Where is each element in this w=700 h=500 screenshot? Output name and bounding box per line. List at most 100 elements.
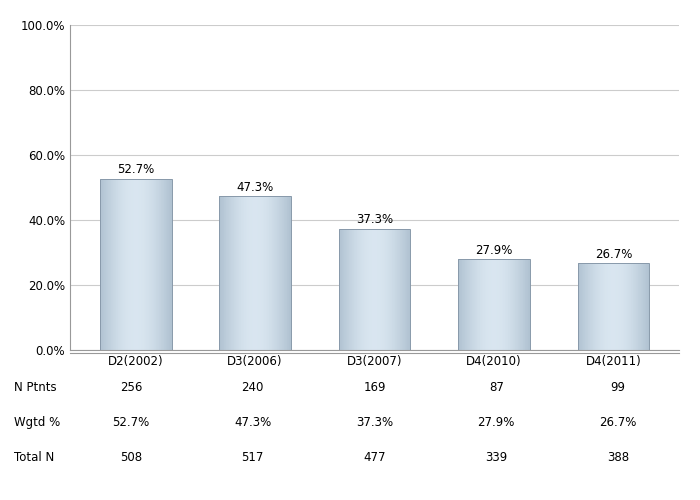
Bar <box>142 178 143 350</box>
Text: 517: 517 <box>241 451 264 464</box>
Text: 52.7%: 52.7% <box>112 416 150 429</box>
Bar <box>127 178 128 350</box>
Bar <box>587 263 588 350</box>
Bar <box>220 196 221 350</box>
Bar <box>145 178 146 350</box>
Text: Total N: Total N <box>14 451 55 464</box>
Bar <box>259 196 260 350</box>
Bar <box>367 229 368 350</box>
Bar <box>141 178 142 350</box>
Bar <box>504 260 505 350</box>
Bar <box>484 260 485 350</box>
Bar <box>168 178 169 350</box>
Bar <box>144 178 145 350</box>
Bar <box>497 260 498 350</box>
Bar <box>644 263 645 350</box>
Bar <box>578 263 649 350</box>
Bar <box>496 260 497 350</box>
Bar <box>345 229 346 350</box>
Bar <box>159 178 160 350</box>
Bar <box>485 260 486 350</box>
Bar <box>160 178 161 350</box>
Bar <box>374 229 375 350</box>
Bar <box>353 229 354 350</box>
Bar <box>525 260 526 350</box>
Bar <box>237 196 238 350</box>
Bar <box>164 178 165 350</box>
Text: 169: 169 <box>363 381 386 394</box>
Bar <box>140 178 141 350</box>
Bar <box>588 263 589 350</box>
Bar <box>125 178 127 350</box>
Bar <box>589 263 590 350</box>
Bar <box>499 260 500 350</box>
Bar <box>626 263 627 350</box>
Bar <box>526 260 527 350</box>
Bar <box>245 196 246 350</box>
Bar <box>268 196 269 350</box>
Bar <box>354 229 355 350</box>
Bar <box>152 178 153 350</box>
Bar <box>260 196 261 350</box>
Bar <box>483 260 484 350</box>
Bar <box>344 229 345 350</box>
Bar <box>501 260 502 350</box>
Bar <box>407 229 408 350</box>
Bar <box>579 263 580 350</box>
Bar <box>380 229 381 350</box>
Bar <box>467 260 468 350</box>
Bar <box>636 263 637 350</box>
Bar <box>513 260 514 350</box>
Bar <box>352 229 353 350</box>
Bar <box>376 229 377 350</box>
Bar <box>599 263 600 350</box>
Bar <box>104 178 105 350</box>
Bar <box>481 260 482 350</box>
Bar <box>362 229 363 350</box>
Bar <box>350 229 351 350</box>
Bar <box>384 229 385 350</box>
Text: 47.3%: 47.3% <box>237 180 274 194</box>
Bar <box>641 263 642 350</box>
Text: 339: 339 <box>485 451 508 464</box>
Bar <box>614 263 615 350</box>
Bar <box>609 263 610 350</box>
Bar <box>265 196 266 350</box>
Bar <box>246 196 247 350</box>
Bar <box>242 196 243 350</box>
Bar <box>162 178 163 350</box>
Bar <box>605 263 606 350</box>
Text: 47.3%: 47.3% <box>234 416 272 429</box>
Bar <box>521 260 522 350</box>
Bar <box>480 260 481 350</box>
Bar <box>404 229 405 350</box>
Bar <box>596 263 597 350</box>
Bar <box>132 178 133 350</box>
Bar <box>578 263 579 350</box>
Text: 99: 99 <box>610 381 626 394</box>
Bar <box>131 178 132 350</box>
Bar <box>487 260 488 350</box>
Bar <box>377 229 378 350</box>
Bar <box>231 196 232 350</box>
Bar <box>342 229 343 350</box>
Bar <box>105 178 106 350</box>
Bar <box>270 196 271 350</box>
Bar <box>109 178 110 350</box>
Bar <box>271 196 272 350</box>
Bar <box>395 229 396 350</box>
Bar <box>621 263 622 350</box>
Text: 508: 508 <box>120 451 142 464</box>
Bar <box>244 196 245 350</box>
Bar <box>120 178 121 350</box>
Bar <box>379 229 380 350</box>
Bar <box>370 229 371 350</box>
Bar <box>491 260 492 350</box>
Bar <box>517 260 518 350</box>
Bar <box>394 229 395 350</box>
Bar <box>253 196 254 350</box>
Bar <box>466 260 467 350</box>
Bar <box>124 178 125 350</box>
Bar <box>463 260 464 350</box>
Bar <box>408 229 409 350</box>
